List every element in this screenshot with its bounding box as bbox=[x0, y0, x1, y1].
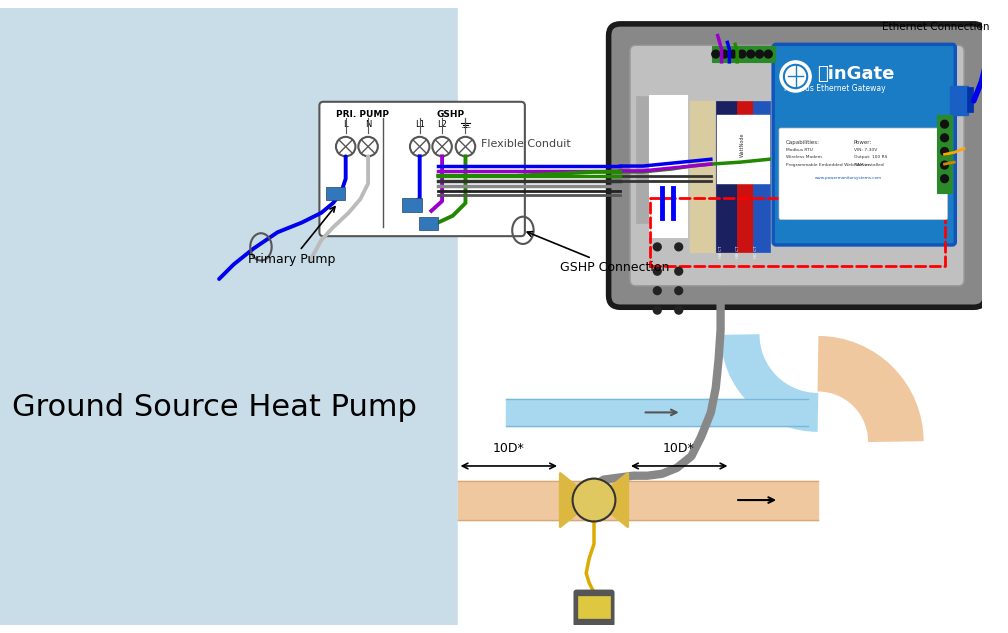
Text: ⓈinGate: ⓈinGate bbox=[817, 65, 894, 82]
Bar bbox=[716, 101, 737, 252]
Text: Ethernet Connection: Ethernet Connection bbox=[882, 22, 990, 32]
Circle shape bbox=[674, 306, 682, 314]
Text: Capabilities:: Capabilities: bbox=[786, 140, 820, 145]
Text: HC CT: HC CT bbox=[754, 245, 758, 258]
Bar bbox=[458, 480, 817, 520]
Text: GSHP Connection: GSHP Connection bbox=[527, 232, 669, 274]
Text: RAM installed: RAM installed bbox=[854, 163, 884, 167]
FancyBboxPatch shape bbox=[630, 46, 964, 286]
Circle shape bbox=[940, 147, 949, 155]
Text: HA CT: HA CT bbox=[719, 245, 723, 258]
Text: L: L bbox=[344, 120, 348, 129]
Circle shape bbox=[756, 50, 763, 58]
Bar bbox=[418, 216, 438, 230]
FancyBboxPatch shape bbox=[773, 44, 956, 245]
Circle shape bbox=[653, 306, 661, 314]
Circle shape bbox=[780, 61, 811, 92]
Text: Power:: Power: bbox=[854, 140, 872, 145]
Bar bbox=[951, 86, 968, 115]
Circle shape bbox=[940, 134, 949, 142]
Circle shape bbox=[747, 50, 755, 58]
Text: 10D*: 10D* bbox=[493, 442, 524, 455]
Text: Modbus Ethernet Gateway: Modbus Ethernet Gateway bbox=[784, 84, 885, 92]
Circle shape bbox=[653, 243, 661, 251]
Text: _|_: _|_ bbox=[461, 121, 470, 128]
Circle shape bbox=[764, 50, 772, 58]
Bar bbox=[636, 96, 663, 223]
Text: 10D*: 10D* bbox=[663, 442, 695, 455]
Polygon shape bbox=[559, 473, 594, 527]
Text: Ground Source Heat Pump: Ground Source Heat Pump bbox=[12, 393, 416, 422]
Text: www.powermonitorsystems.com: www.powermonitorsystems.com bbox=[815, 176, 882, 180]
FancyBboxPatch shape bbox=[575, 591, 614, 625]
Bar bbox=[717, 115, 770, 184]
Bar bbox=[402, 198, 421, 212]
Text: Primary Pump: Primary Pump bbox=[248, 206, 336, 266]
Circle shape bbox=[940, 120, 949, 128]
Circle shape bbox=[653, 267, 661, 275]
Text: Modbus RTU: Modbus RTU bbox=[786, 147, 812, 151]
Bar bbox=[712, 46, 775, 62]
Bar bbox=[649, 96, 686, 237]
Text: PRI. PUMP: PRI. PUMP bbox=[336, 110, 389, 120]
Text: Wireless Modem: Wireless Modem bbox=[786, 155, 822, 160]
Bar bbox=[458, 8, 982, 625]
Bar bbox=[936, 115, 953, 193]
Circle shape bbox=[721, 50, 729, 58]
Circle shape bbox=[940, 161, 949, 169]
Bar bbox=[506, 399, 808, 426]
FancyBboxPatch shape bbox=[609, 24, 986, 307]
Bar bbox=[690, 101, 714, 252]
FancyBboxPatch shape bbox=[320, 102, 525, 236]
Text: L1: L1 bbox=[414, 120, 424, 129]
Circle shape bbox=[712, 50, 720, 58]
Text: L2: L2 bbox=[437, 120, 447, 129]
Text: HB CT: HB CT bbox=[736, 245, 740, 258]
Bar bbox=[0, 8, 458, 625]
Bar bbox=[737, 101, 753, 252]
Polygon shape bbox=[594, 473, 628, 527]
Bar bbox=[753, 101, 770, 252]
Bar bbox=[967, 87, 973, 113]
Text: Programmable Embedded Web Server: Programmable Embedded Web Server bbox=[786, 163, 869, 167]
Text: WattNode: WattNode bbox=[740, 133, 745, 158]
Text: VIN: 7-30V: VIN: 7-30V bbox=[854, 147, 877, 151]
Circle shape bbox=[738, 50, 746, 58]
Circle shape bbox=[653, 287, 661, 294]
Circle shape bbox=[674, 243, 682, 251]
Circle shape bbox=[573, 479, 616, 522]
Text: Output: 100 RS: Output: 100 RS bbox=[854, 155, 887, 160]
FancyBboxPatch shape bbox=[779, 128, 948, 220]
Circle shape bbox=[940, 175, 949, 182]
Bar bbox=[327, 187, 345, 200]
Text: N: N bbox=[365, 120, 371, 129]
Circle shape bbox=[730, 50, 737, 58]
Circle shape bbox=[674, 287, 682, 294]
Circle shape bbox=[674, 267, 682, 275]
Bar bbox=[579, 596, 610, 618]
Text: GSHP: GSHP bbox=[436, 110, 465, 120]
Text: Flexible Conduit: Flexible Conduit bbox=[481, 139, 571, 149]
